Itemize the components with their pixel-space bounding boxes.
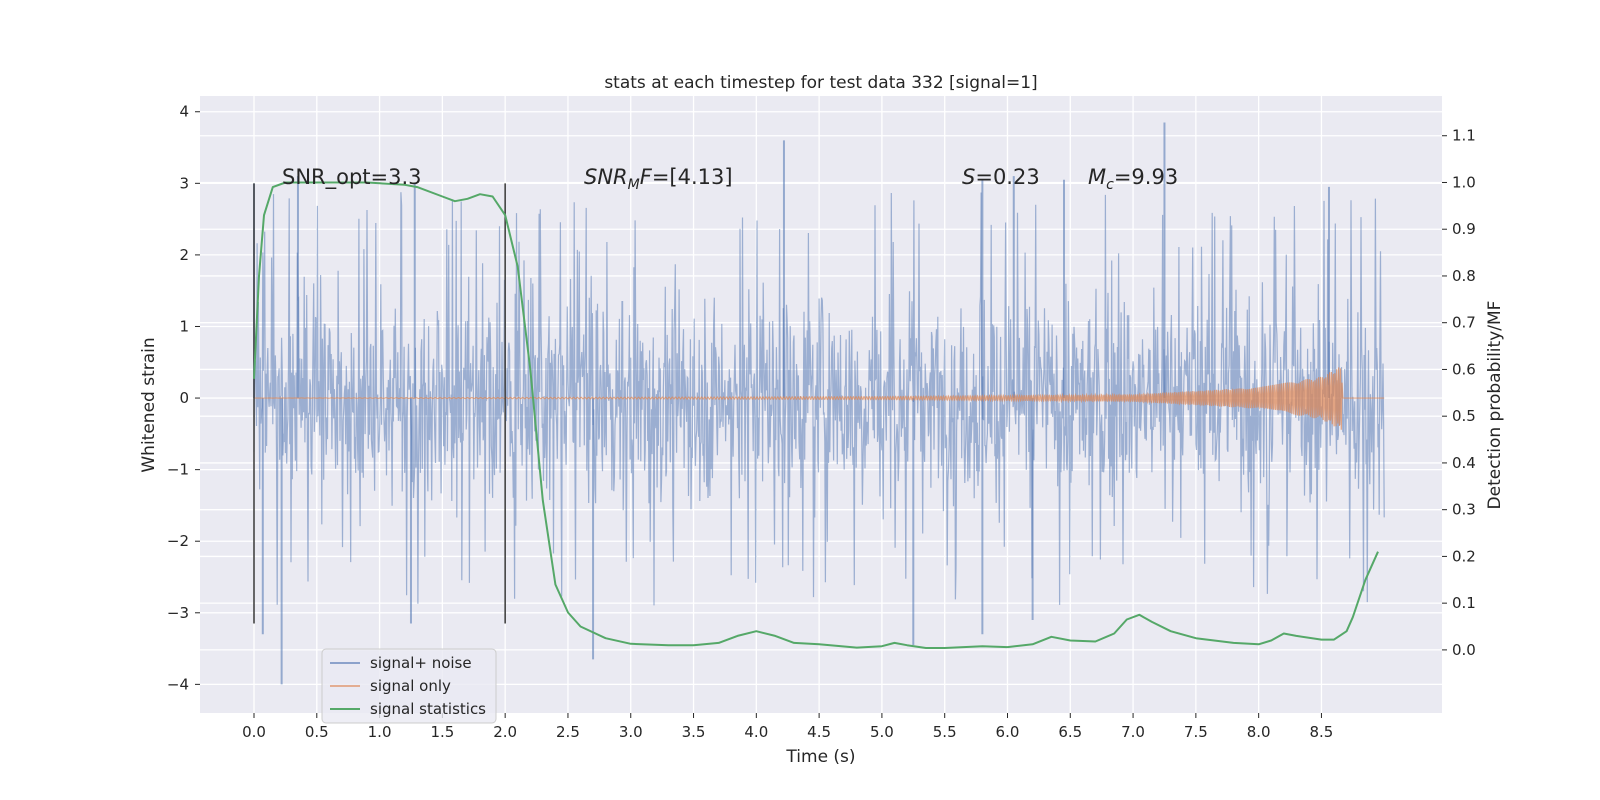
chart-title: stats at each timestep for test data 332… <box>604 73 1037 93</box>
signal-plus-noise-line <box>253 192 1385 606</box>
y-tick-label-right: 0.3 <box>1452 501 1476 519</box>
annotation-s: S=0.23 <box>962 165 1040 189</box>
y-axis-label-right: Detection probability/MF <box>1485 301 1505 510</box>
y-tick-label-right: 1.1 <box>1452 127 1476 145</box>
y-tick-label-left: 0 <box>179 389 189 407</box>
y-tick-label-right: 0.1 <box>1452 594 1476 612</box>
signal-only-series <box>254 367 1385 430</box>
x-axis-label: Time (s) <box>785 747 855 767</box>
x-tick-label: 8.5 <box>1310 723 1334 741</box>
y-tick-label-right: 0.0 <box>1452 641 1476 659</box>
x-tick-label: 0.5 <box>305 723 329 741</box>
signal-statistics-series <box>253 181 1379 649</box>
x-tick-label: 3.5 <box>682 723 706 741</box>
legend: signal+ noise signal only signal statist… <box>321 648 497 724</box>
x-tick-label: 6.5 <box>1058 723 1082 741</box>
x-tick-label: 6.0 <box>996 723 1020 741</box>
x-tick-label: 7.0 <box>1121 723 1145 741</box>
legend-label-signal-statistics: signal statistics <box>370 700 486 718</box>
legend-label-signal-only: signal only <box>370 677 451 695</box>
annotation-mc: Mc=9.93 <box>1088 165 1178 193</box>
x-tick-label: 5.5 <box>933 723 957 741</box>
x-tick-label: 3.0 <box>619 723 643 741</box>
y-tick-label-right: 0.8 <box>1452 267 1476 285</box>
signal-statistics-line <box>253 181 1379 649</box>
x-tick-label: 1.5 <box>430 723 454 741</box>
y-tick-label-left: 1 <box>179 317 189 335</box>
y-axis-label-left: Whitened strain <box>139 337 159 472</box>
y-tick-label-right: 0.2 <box>1452 547 1476 565</box>
axis-ticks: 0.0 0.5 1.0 1.5 2.0 2.5 3.0 3.5 4.0 4.5 5.0 5.5 6.0 6… <box>167 103 1476 741</box>
y-tick-label-right: 0.7 <box>1452 314 1476 332</box>
x-tick-label: 2.5 <box>556 723 580 741</box>
legend-box <box>321 648 497 724</box>
y-tick-label-left: −3 <box>167 604 189 622</box>
y-tick-label-right: 0.6 <box>1452 360 1476 378</box>
y-tick-label-right: 0.5 <box>1452 407 1476 425</box>
x-tick-label: 0.0 <box>242 723 266 741</box>
y-tick-label-right: 0.4 <box>1452 454 1476 472</box>
x-tick-label: 8.0 <box>1247 723 1271 741</box>
y-tick-label-left: 2 <box>179 246 189 264</box>
signal-only-line <box>254 367 1385 430</box>
y-tick-label-left: 4 <box>179 103 189 121</box>
y-tick-label-left: −2 <box>167 532 189 550</box>
x-tick-label: 5.0 <box>870 723 894 741</box>
x-tick-label: 4.5 <box>807 723 831 741</box>
x-tick-label: 2.0 <box>493 723 517 741</box>
y-tick-label-right: 0.9 <box>1452 220 1476 238</box>
annotation-snr-mf: SNRMF=[4.13] <box>584 165 733 193</box>
legend-label-signal-noise: signal+ noise <box>370 654 472 672</box>
y-tick-label-left: −1 <box>167 461 189 479</box>
annotation-snr-opt: SNR_opt=3.3 <box>282 165 422 190</box>
y-tick-label-right: 1.0 <box>1452 173 1476 191</box>
signal-plus-noise-series <box>253 122 1385 685</box>
vertical-markers <box>253 183 506 624</box>
x-tick-label: 1.0 <box>368 723 392 741</box>
x-tick-label: 4.0 <box>744 723 768 741</box>
x-tick-label: 7.5 <box>1184 723 1208 741</box>
y-tick-label-left: −4 <box>167 675 189 693</box>
y-tick-label-left: 3 <box>179 174 189 192</box>
